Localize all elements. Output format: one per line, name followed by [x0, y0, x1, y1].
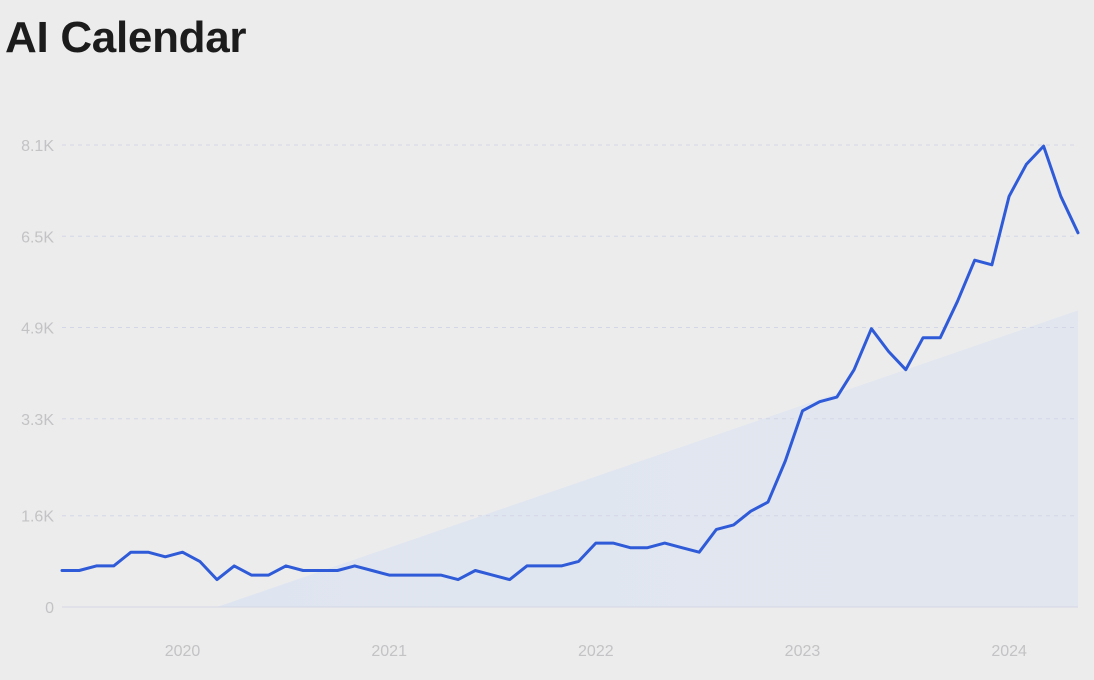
x-tick-label: 2021 — [371, 643, 407, 660]
x-tick-label: 2020 — [165, 643, 201, 660]
y-tick-label: 4.9K — [21, 321, 54, 338]
y-tick-label: 1.6K — [21, 509, 54, 526]
x-tick-label: 2023 — [785, 643, 821, 660]
x-tick-label: 2022 — [578, 643, 614, 660]
y-tick-label: 8.1K — [21, 138, 54, 155]
y-tick-label: 0 — [45, 600, 54, 617]
trend-area — [216, 310, 1079, 607]
y-tick-label: 3.3K — [21, 412, 54, 429]
x-tick-label: 2024 — [991, 643, 1027, 660]
chart-title: AI Calendar — [5, 13, 247, 62]
series-line — [60, 144, 1080, 582]
y-tick-label: 6.5K — [21, 229, 54, 246]
